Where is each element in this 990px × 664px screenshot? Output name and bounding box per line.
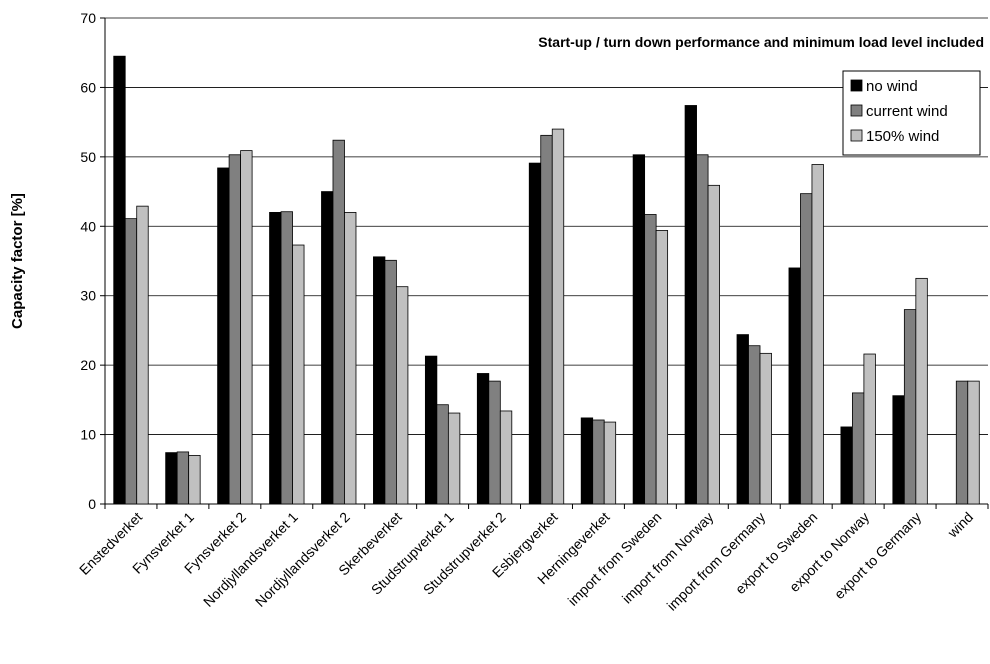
bar-no-wind [269, 211, 282, 505]
bar-current-wind [696, 154, 709, 505]
bar-150-wind [344, 211, 357, 505]
bar-150-wind [396, 286, 409, 505]
bar-current-wind [644, 214, 657, 505]
bar-150-wind [915, 277, 928, 505]
bar-150-wind [188, 454, 201, 505]
bar-no-wind [321, 191, 334, 505]
legend-box [842, 70, 981, 156]
bar-current-wind [540, 134, 553, 505]
legend-label: current wind [866, 103, 948, 120]
bar-150-wind [603, 421, 617, 505]
bar-no-wind [373, 256, 386, 505]
bar-no-wind [476, 373, 490, 505]
bar-150-wind [499, 410, 513, 505]
bar-no-wind [840, 426, 853, 505]
bar-no-wind [684, 105, 697, 505]
x-tick-label: import from Germany [664, 509, 769, 614]
bar-current-wind [851, 392, 865, 505]
bar-150-wind [863, 353, 876, 505]
bar-current-wind [228, 154, 242, 505]
y-tick-label: 50 [80, 149, 96, 165]
y-tick-label: 0 [88, 496, 96, 512]
legend-swatch [850, 104, 863, 117]
bar-no-wind [736, 334, 749, 505]
bar-current-wind [436, 404, 449, 505]
bar-no-wind [788, 267, 801, 505]
bar-150-wind [759, 352, 772, 505]
bar-no-wind [113, 55, 126, 505]
x-tick-label: Nordjyllandsverket 2 [252, 509, 353, 610]
bar-no-wind [217, 167, 230, 505]
y-tick-label: 60 [80, 79, 96, 95]
x-tick-label: import from Norway [619, 509, 717, 607]
y-tick-label: 40 [80, 218, 96, 234]
bar-current-wind [332, 139, 345, 505]
y-tick-label: 70 [80, 10, 96, 26]
y-tick-label: 10 [80, 427, 96, 443]
x-tick-label: export to Germany [831, 509, 924, 602]
x-tick-label: import from Sweden [565, 509, 665, 609]
bar-150-wind [292, 244, 305, 505]
legend-label: no wind [866, 78, 918, 95]
bar-current-wind [748, 345, 761, 505]
bar-current-wind [384, 259, 397, 505]
legend-label: 150% wind [866, 128, 939, 145]
bar-150-wind [967, 380, 980, 505]
bar-no-wind [632, 154, 646, 505]
y-tick-label: 20 [80, 357, 96, 373]
x-tick-label: wind [944, 509, 976, 541]
y-axis-title: Capacity factor [%] [9, 193, 26, 329]
bar-no-wind [528, 162, 542, 505]
x-tick-label: Nordjyllandsverket 1 [200, 509, 301, 610]
bar-current-wind [488, 380, 501, 505]
bar-current-wind [592, 419, 605, 505]
bar-current-wind [800, 193, 813, 505]
bar-150-wind [655, 230, 669, 505]
bar-current-wind [903, 309, 917, 505]
bar-150-wind [447, 412, 461, 505]
bar-current-wind [955, 380, 969, 505]
bar-no-wind [892, 395, 905, 505]
bar-150-wind [707, 184, 720, 505]
bar-150-wind [136, 205, 149, 505]
legend-swatch [850, 79, 863, 92]
bar-current-wind [280, 211, 293, 505]
bar-current-wind [124, 218, 138, 505]
chart-title: Start-up / turn down performance and min… [538, 34, 984, 50]
bar-150-wind [551, 128, 565, 505]
bar-no-wind [580, 417, 594, 505]
bar-current-wind [176, 451, 190, 505]
bar-no-wind [165, 452, 178, 505]
bar-150-wind [811, 164, 824, 505]
bar-150-wind [240, 150, 253, 505]
bar-no-wind [424, 355, 438, 505]
y-tick-label: 30 [80, 288, 96, 304]
legend-swatch [850, 129, 863, 142]
